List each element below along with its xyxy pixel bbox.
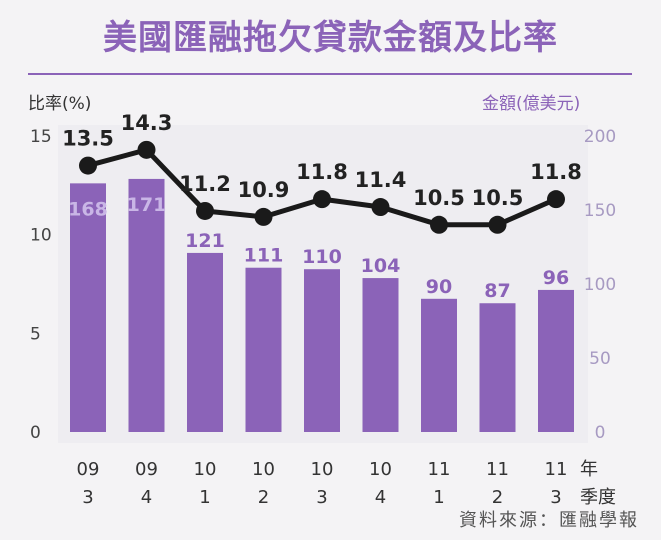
ratio-points [79,140,565,234]
bar [479,303,516,432]
ratio-value-label: 13.5 [62,127,114,151]
category-quarter-label: 2 [492,487,503,508]
bar-value-label: 171 [127,194,167,216]
ratio-value-label: 10.5 [413,186,465,210]
bar-value-label: 90 [426,276,452,298]
category-year-label: 10 [311,459,334,480]
year-unit-label: 年 [580,459,598,480]
ratio-labels: 13.514.311.2 10.911.8 11.410.5 10.511.8 [62,111,582,210]
bar [421,298,457,432]
category-year-label: 11 [486,459,509,480]
category-quarter-label: 4 [375,487,386,508]
category-year-label: 10 [194,459,217,480]
category-year-label: 11 [545,459,568,480]
ratio-value-label: 11.2 [179,172,231,196]
bar [70,183,106,432]
ratio-value-label: 14.3 [121,111,173,135]
category-year-label: 09 [77,459,100,480]
ratio-point [79,156,97,175]
left-tick-label: 5 [30,324,41,344]
right-tick-label: 50 [589,349,611,369]
ratio-value-label: 11.8 [296,160,348,184]
left-tick-label: 0 [30,423,41,443]
ratio-point [371,198,390,217]
ratio-point [488,215,507,234]
bar [538,289,574,432]
category-year-label: 10 [252,459,275,480]
bar-value-label: 111 [244,245,284,267]
left-axis-label: 比率(%) [28,94,91,114]
bar-labels: 168 171 121 111 110 104 90 87 96 [68,194,569,302]
chart-title: 美國匯融拖欠貸款金額及比率 [103,18,558,58]
bar-value-label: 168 [68,198,108,220]
left-tick-label: 15 [30,127,52,147]
right-axis-label: 金額(億美元) [482,94,580,114]
category-quarter-label: 2 [258,487,269,508]
bar-value-label: 87 [484,280,510,302]
ratio-point [430,215,448,234]
ratio-point [196,201,214,220]
right-tick-label: 100 [584,275,616,295]
category-year-label: 10 [369,459,392,480]
ratio-point [254,207,273,226]
right-tick-label: 150 [584,201,616,221]
right-tick-label: 200 [584,127,616,147]
source-note: 資料來源：匯融學報 [459,510,639,531]
right-axis-ticks: 0 50 100 150 200 [584,127,616,443]
category-quarter-label: 3 [316,487,327,508]
title-divider [28,73,632,75]
bar [187,252,223,432]
ratio-point [137,140,156,159]
category-quarter-label: 3 [82,487,93,508]
category-year-label: 11 [428,459,451,480]
ratio-point [547,190,565,209]
bar-value-label: 104 [361,255,401,277]
right-tick-label: 0 [595,423,606,443]
ratio-value-label: 11.8 [530,160,582,184]
bar-value-label: 96 [543,267,569,289]
category-quarter-label: 4 [141,487,152,508]
quarter-unit-label: 季度 [580,487,616,508]
ratio-point [313,190,331,209]
left-tick-label: 10 [30,226,52,246]
category-quarter-label: 3 [550,487,561,508]
bar [245,267,282,432]
bar-series [70,178,574,432]
category-quarter-label: 1 [199,487,210,508]
bar [128,178,165,432]
left-axis-ticks: 0 5 10 15 [30,127,52,443]
ratio-value-label: 10.9 [238,178,290,202]
bar [362,278,399,432]
bar-value-label: 110 [302,246,342,268]
bar [304,269,340,432]
category-year-label: 09 [135,459,158,480]
bar-value-label: 121 [185,230,225,252]
category-quarter-label: 1 [433,487,444,508]
ratio-value-label: 10.5 [472,186,524,210]
ratio-value-label: 11.4 [355,168,407,192]
